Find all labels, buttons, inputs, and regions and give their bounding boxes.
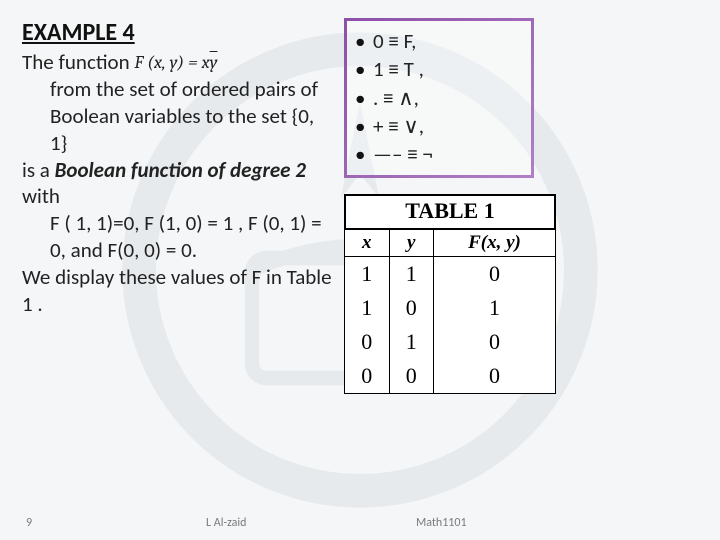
- line5-text: We display these values of F in Table 1 …: [22, 264, 332, 317]
- cell: 1: [434, 291, 556, 325]
- footer-course: Math1101: [416, 516, 467, 530]
- notation-item: + ≡ ∨,: [351, 112, 523, 140]
- cell: 0: [434, 359, 556, 394]
- page-number: 9: [26, 516, 206, 530]
- formula: F (x, y) = xy: [134, 52, 217, 73]
- slide: EXAMPLE 4 The function F (x, y) = xy fro…: [0, 0, 720, 540]
- table-1: TABLE 1 x y F(x, y) 1 1 0 1: [344, 194, 698, 394]
- cell: 0: [345, 359, 390, 394]
- line5: We display these values of F in Table 1 …: [22, 264, 332, 318]
- formula-ybar: y: [210, 52, 218, 73]
- line2: from the set of ordered pairs of Boolean…: [22, 76, 332, 157]
- table-body: 1 1 0 1 0 1 0 1 0 0: [345, 256, 556, 393]
- cell: 1: [389, 325, 434, 359]
- notation-list: 0 ≡ F, 1 ≡ T , . ≡ ∧, + ≡ ∨, —– ≡ ¬: [351, 27, 523, 169]
- cell: 0: [434, 325, 556, 359]
- cell: 0: [345, 325, 390, 359]
- cell: 1: [345, 256, 390, 291]
- cell: 0: [434, 256, 556, 291]
- line3: is a Boolean function of degree 2 with: [22, 157, 332, 211]
- left-column: EXAMPLE 4 The function F (x, y) = xy fro…: [22, 18, 332, 540]
- table-title: TABLE 1: [344, 194, 556, 229]
- example-title: EXAMPLE 4: [22, 18, 332, 47]
- line1: The function F (x, y) = xy: [22, 49, 332, 76]
- table-row: 0 1 0: [345, 325, 556, 359]
- truth-table: x y F(x, y) 1 1 0 1 0 1: [344, 229, 556, 394]
- col-fxy: F(x, y): [434, 229, 556, 256]
- col-xy: (x, y): [481, 232, 521, 253]
- table-row: 1 1 0: [345, 256, 556, 291]
- notation-item: 1 ≡ T ,: [351, 55, 523, 83]
- line3-post: with: [22, 183, 60, 209]
- cell: 0: [389, 359, 434, 394]
- line3-pre: is a: [22, 157, 55, 183]
- cell: 1: [389, 256, 434, 291]
- notation-box: 0 ≡ F, 1 ≡ T , . ≡ ∧, + ≡ ∨, —– ≡ ¬: [344, 18, 534, 178]
- footer-author: L Al-zaid: [206, 516, 416, 530]
- notation-item: . ≡ ∧,: [351, 84, 523, 112]
- notation-item: 0 ≡ F,: [351, 27, 523, 55]
- line3-em: Boolean function of degree 2: [55, 157, 306, 183]
- notation-item: —– ≡ ¬: [351, 140, 523, 168]
- table-row: 1 0 1: [345, 291, 556, 325]
- footer: 9 L Al-zaid Math1101: [0, 516, 720, 530]
- right-column: 0 ≡ F, 1 ≡ T , . ≡ ∧, + ≡ ∨, —– ≡ ¬ TABL…: [344, 18, 698, 540]
- line1-pre: The function: [22, 49, 134, 75]
- col-x: x: [345, 229, 390, 256]
- cell: 0: [389, 291, 434, 325]
- col-y: y: [389, 229, 434, 256]
- line4: F ( 1, 1)=0, F (1, 0) = 1 , F (0, 1) = 0…: [22, 210, 332, 264]
- col-f: F: [468, 232, 481, 253]
- formula-x: x: [202, 52, 210, 73]
- body-text: The function F (x, y) = xy from the set …: [22, 49, 332, 318]
- cell: 1: [345, 291, 390, 325]
- table-row: 0 0 0: [345, 359, 556, 394]
- formula-lhs: F (x, y) =: [134, 52, 201, 73]
